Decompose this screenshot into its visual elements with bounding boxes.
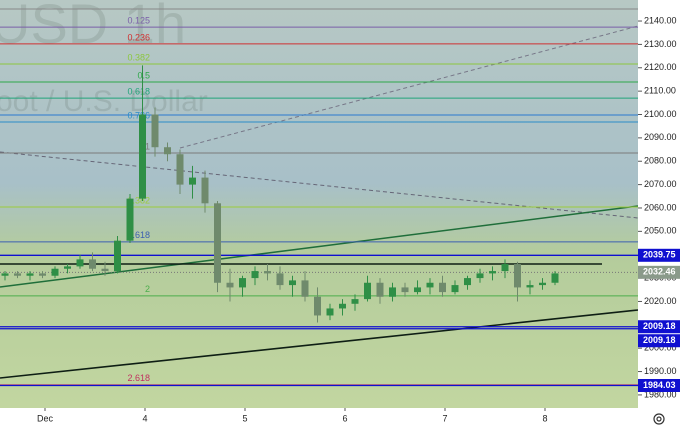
price-tag-label: 1984.03 xyxy=(643,380,676,390)
fib-label: 0.125 xyxy=(127,15,150,25)
x-tick-label: 7 xyxy=(442,413,447,423)
candle-body xyxy=(226,282,234,288)
candle-body xyxy=(489,271,496,274)
candle-body xyxy=(351,299,359,304)
candle-body xyxy=(139,114,146,199)
y-tick-label: 2020.00 xyxy=(644,296,677,306)
candle-body xyxy=(339,303,346,309)
candle-body xyxy=(189,177,196,185)
trend-line xyxy=(0,309,638,379)
fib-label: 1.618 xyxy=(127,230,150,240)
candle-body xyxy=(439,282,446,293)
candle-body xyxy=(239,278,246,288)
y-tick-label: 2100.00 xyxy=(644,109,677,119)
candle-body xyxy=(276,273,284,286)
candle-body xyxy=(26,273,34,276)
candle-body xyxy=(539,282,546,286)
candle-body xyxy=(251,271,259,279)
candle-body xyxy=(326,308,334,316)
x-tick-label: 6 xyxy=(342,413,347,423)
candle-body xyxy=(39,273,46,276)
candle-body xyxy=(101,268,109,272)
price-tag-label: 2039.75 xyxy=(643,250,676,260)
fib-label: 1 xyxy=(145,141,150,151)
candle-body xyxy=(526,285,534,288)
y-tick-label: 1990.00 xyxy=(644,366,677,376)
candle-body xyxy=(89,259,96,269)
y-tick-label: 1980.00 xyxy=(644,389,677,399)
candle-body xyxy=(301,280,309,297)
candle-body xyxy=(389,287,396,297)
candle-body xyxy=(14,273,21,276)
candle-body xyxy=(364,282,371,300)
candle-body xyxy=(289,280,296,286)
price-tag xyxy=(638,334,680,348)
candle-body xyxy=(501,264,509,272)
candle-body xyxy=(64,266,71,269)
candle-body xyxy=(126,198,134,241)
candle-body xyxy=(476,273,484,279)
candle-body xyxy=(164,147,171,155)
candle-body xyxy=(176,154,184,185)
candle-body xyxy=(264,271,271,274)
watermark-sub: oot / U.S. Dollar xyxy=(0,85,208,118)
fib-label: 0.618 xyxy=(127,87,150,97)
candle-body xyxy=(51,268,59,276)
candle-body xyxy=(1,273,9,276)
y-axis-panel xyxy=(638,0,680,430)
y-tick-label: 2070.00 xyxy=(644,179,677,189)
candle-body xyxy=(314,296,321,316)
candle-body xyxy=(201,177,209,204)
trend-line-dashed xyxy=(179,25,638,149)
candle-body xyxy=(514,264,521,288)
y-tick-label: 2080.00 xyxy=(644,156,677,166)
y-tick-label: 2120.00 xyxy=(644,62,677,72)
candle-body xyxy=(426,282,434,288)
candle-body xyxy=(114,240,121,272)
candle-body xyxy=(414,287,421,293)
y-tick-label: 2110.00 xyxy=(644,86,676,96)
fib-label: 0.5 xyxy=(137,70,150,80)
x-tick-label: 8 xyxy=(542,413,547,423)
price-tag xyxy=(638,378,680,392)
fib-label: 0.382 xyxy=(127,52,150,62)
x-tick-label: Dec xyxy=(37,413,54,423)
candle-body xyxy=(464,278,471,286)
trend-line xyxy=(0,205,638,288)
last-price-tag xyxy=(638,265,680,279)
fib-label: 0.236 xyxy=(127,32,150,42)
fib-label: 2.618 xyxy=(127,373,150,383)
x-tick-label: 4 xyxy=(142,413,147,423)
settings-icon[interactable] xyxy=(653,413,665,425)
candle-body xyxy=(214,203,221,283)
last-price-label: 2032.46 xyxy=(643,267,676,277)
fib-label: 0.786 xyxy=(127,110,150,120)
candle-body xyxy=(401,287,409,293)
y-tick-label: 2060.00 xyxy=(644,202,677,212)
price-tag xyxy=(638,320,680,334)
candle-body xyxy=(551,273,559,283)
x-axis-panel xyxy=(0,408,638,430)
price-tag-label: 2009.18 xyxy=(643,321,676,331)
y-tick-label: 2140.00 xyxy=(644,15,677,25)
candle-body xyxy=(376,282,384,297)
candle-body xyxy=(76,259,84,267)
plot-background xyxy=(0,0,638,408)
y-tick-label: 2000.00 xyxy=(644,343,677,353)
candle-body xyxy=(151,114,159,148)
price-tag xyxy=(638,248,680,262)
y-tick-label: 2050.00 xyxy=(644,226,677,236)
candle-body xyxy=(451,285,459,293)
x-tick-label: 5 xyxy=(242,413,247,423)
fib-label: 2 xyxy=(145,284,150,294)
price-tag-label: 2009.18 xyxy=(643,335,676,345)
axes-layer: 1980.001990.002000.002010.002020.002030.… xyxy=(37,15,680,423)
plot-layer: 0.125 0.236 0.382 0.5 0.618 0.786 1 1.382 1.618 2… xyxy=(0,15,638,387)
y-tick-label: 2130.00 xyxy=(644,39,677,49)
y-tick-label: 2090.00 xyxy=(644,132,677,142)
fib-label: 1.382 xyxy=(127,195,150,205)
